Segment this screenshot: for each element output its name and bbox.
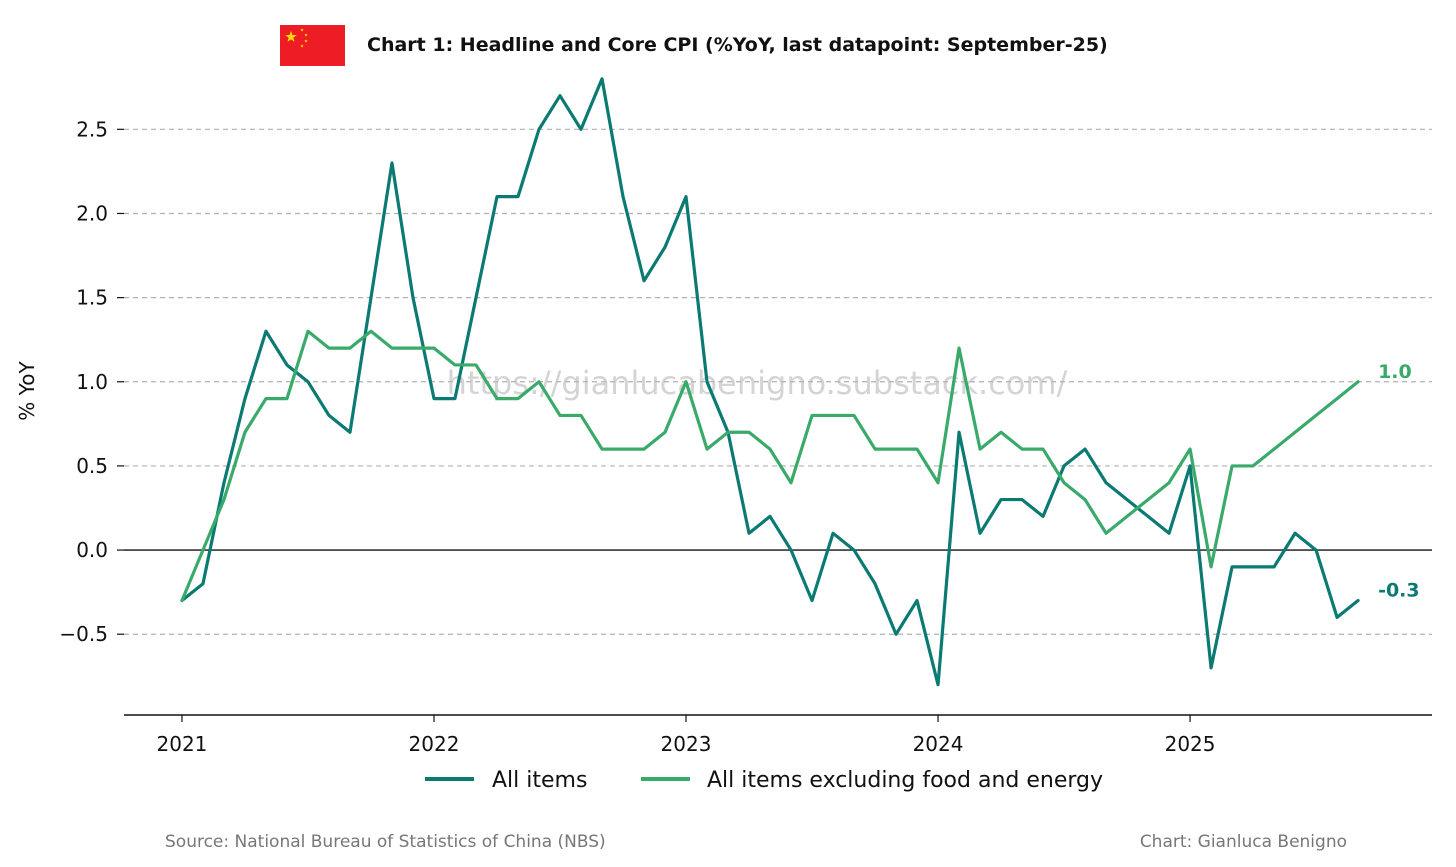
flag-stars bbox=[285, 28, 308, 48]
china-flag-icon bbox=[280, 25, 345, 66]
series-lines bbox=[180, 77, 1360, 687]
flag-big-star bbox=[285, 31, 297, 42]
y-tick-label: 0.5 bbox=[76, 454, 108, 478]
series-line-core bbox=[180, 329, 1360, 603]
x-axis-ticks: 2021 2022 2023 2024 2025 bbox=[157, 715, 1216, 756]
legend-label-all-items: All items bbox=[492, 768, 587, 793]
legend: All items All items excluding food and e… bbox=[425, 768, 1103, 793]
end-label-core: 1.0 bbox=[1378, 361, 1412, 383]
flag-small-star bbox=[300, 44, 304, 48]
x-tick-label: 2025 bbox=[1165, 732, 1216, 756]
chart-title: Chart 1: Headline and Core CPI (%YoY, la… bbox=[367, 34, 1108, 56]
y-tick-label: 1.5 bbox=[76, 286, 108, 310]
end-labels: -0.3 1.0 bbox=[1378, 361, 1420, 602]
y-axis-label: % YoY bbox=[15, 361, 39, 421]
flag-small-star bbox=[300, 28, 304, 32]
y-tick-label: 0.0 bbox=[76, 538, 108, 562]
end-label-all-items: -0.3 bbox=[1378, 580, 1420, 602]
x-tick-label: 2023 bbox=[661, 732, 712, 756]
flag-small-star bbox=[304, 39, 308, 43]
y-tick-label: 1.0 bbox=[76, 370, 108, 394]
legend-item-core: All items excluding food and energy bbox=[641, 768, 1103, 793]
chart-credit: Chart: Gianluca Benigno bbox=[1140, 832, 1347, 852]
x-tick-label: 2024 bbox=[913, 732, 964, 756]
legend-label-core: All items excluding food and energy bbox=[707, 768, 1103, 793]
legend-item-all-items: All items bbox=[425, 768, 587, 793]
source-note: Source: National Bureau of Statistics of… bbox=[165, 832, 606, 852]
x-tick-label: 2021 bbox=[157, 732, 208, 756]
series-line-all-items bbox=[180, 77, 1360, 687]
x-tick-label: 2022 bbox=[409, 732, 460, 756]
y-tick-label: 2.0 bbox=[76, 201, 108, 225]
y-axis-ticks: 2.5 2.0 1.5 1.0 0.5 0.0 −0.5 bbox=[59, 117, 124, 646]
flag-small-star bbox=[304, 33, 308, 37]
flag-background bbox=[280, 25, 345, 66]
grid-lines bbox=[124, 128, 1432, 635]
y-tick-label: 2.5 bbox=[76, 117, 108, 141]
y-tick-label: −0.5 bbox=[59, 622, 108, 646]
